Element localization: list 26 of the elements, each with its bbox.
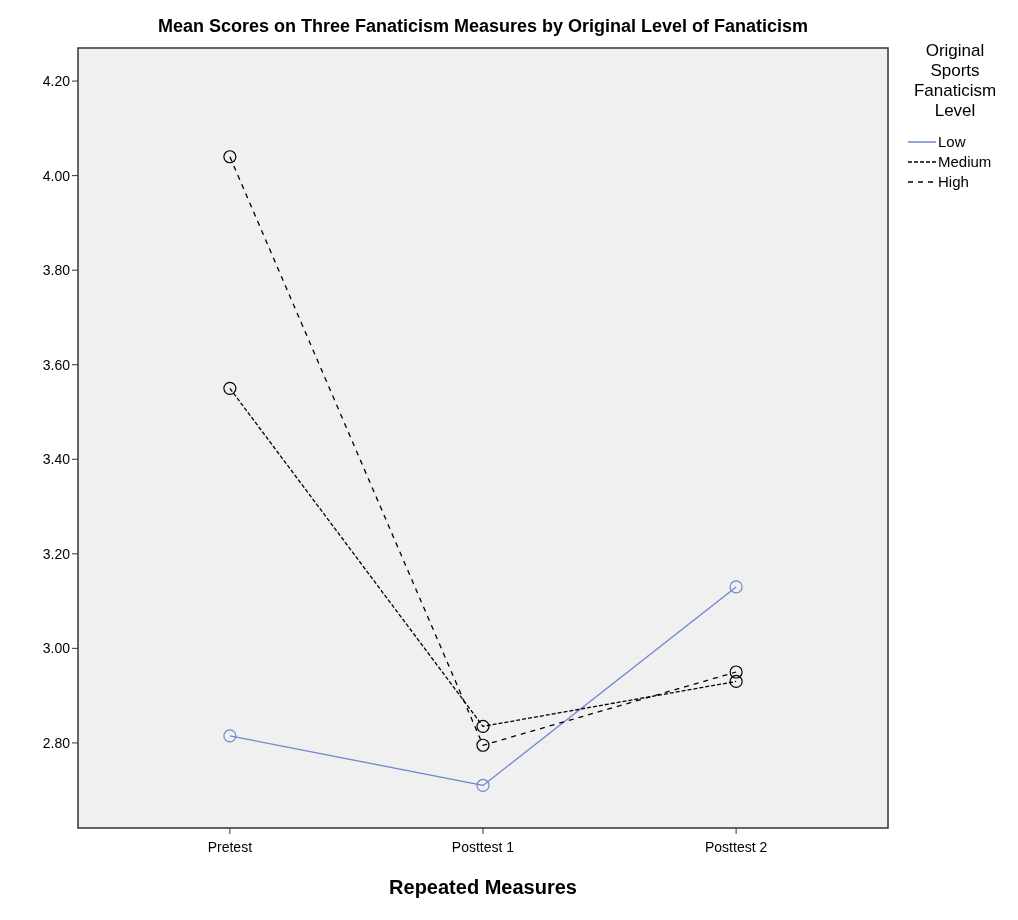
- y-tick-label: 3.00: [42, 640, 71, 657]
- point: [223, 729, 237, 743]
- point: [223, 150, 237, 164]
- y-tick-label: 4.20: [42, 72, 71, 89]
- x-tick-label: Posttest 2: [704, 839, 768, 855]
- legend-title: Original Sports Fanaticism Level: [913, 41, 997, 120]
- x-tick-label: Pretest: [207, 839, 253, 855]
- y-tick-label: 3.80: [42, 262, 71, 279]
- y-tick-label: 3.20: [42, 545, 71, 562]
- chart-title: Mean Scores on Three Fanaticism Measures by Original Level of Fanaticism: [157, 16, 809, 36]
- legend-label: High: [938, 173, 969, 191]
- y-tick-label: 3.40: [42, 451, 71, 468]
- point: [729, 674, 743, 689]
- x-axis-title: Repeated Measures: [389, 876, 577, 898]
- y-tick-label: 3.60: [42, 356, 71, 373]
- point: [476, 719, 490, 733]
- point: [729, 665, 743, 679]
- y-tick-label: 2.80: [42, 734, 71, 751]
- legend-label: Medium: [938, 153, 992, 171]
- point: [476, 738, 490, 752]
- x-tick-label: Posttest 1: [451, 839, 515, 855]
- point: [729, 580, 743, 594]
- legend-label: Low: [938, 133, 966, 151]
- point: [223, 381, 237, 395]
- y-tick-label: 4.00: [42, 167, 71, 184]
- point: [476, 778, 490, 793]
